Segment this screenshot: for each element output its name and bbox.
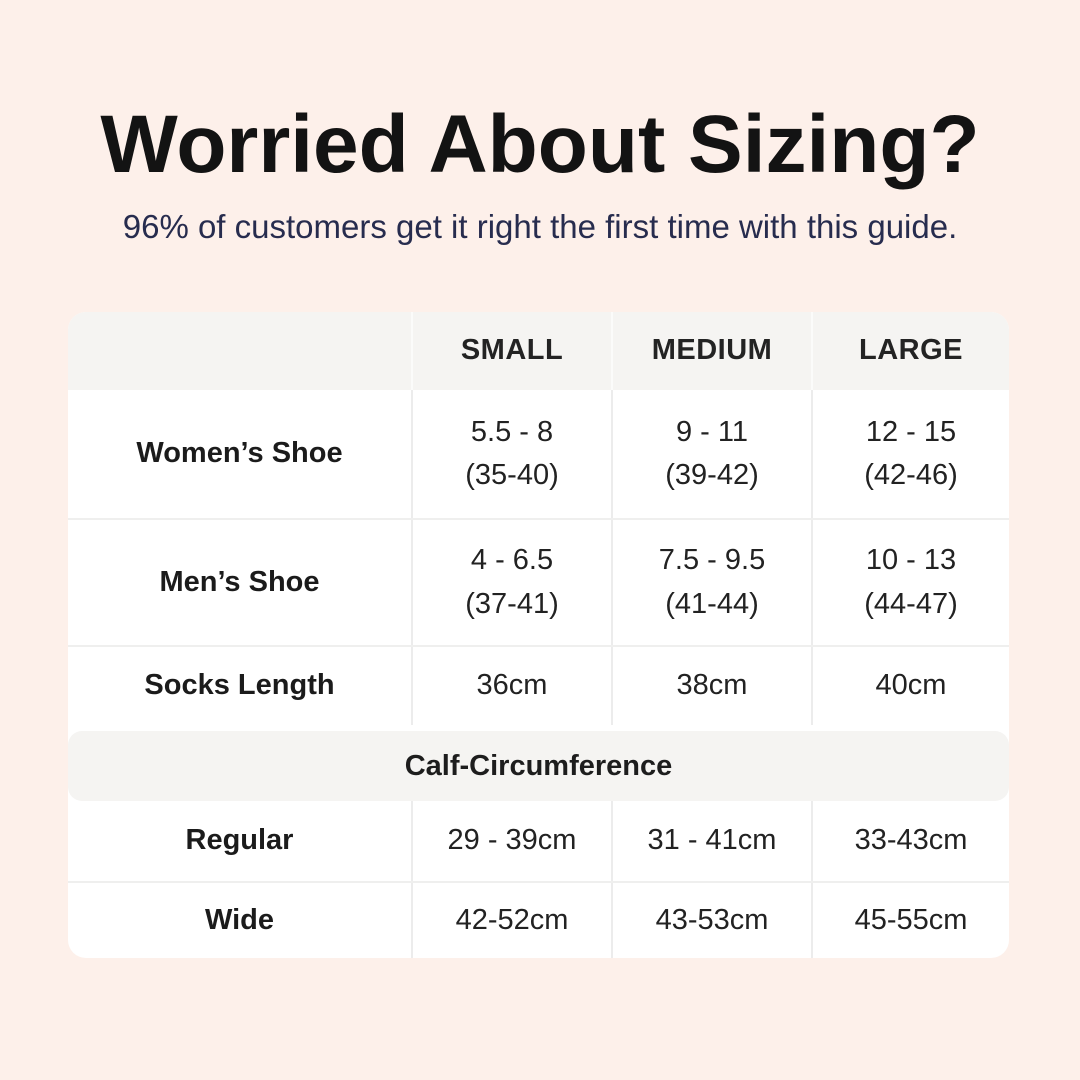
table-row-socks-length: Socks Length 36cm 38cm 40cm — [68, 645, 1009, 725]
row-label: Women’s Shoe — [136, 437, 343, 470]
table-row-mens-shoe: Men’s Shoe 4 - 6.5 (37-41) 7.5 - 9.5 (41… — [68, 518, 1009, 645]
cell-value-line2: (41-44) — [665, 587, 759, 620]
cell-value-line1: 9 - 11 — [675, 415, 748, 448]
cell-value-line1: 12 - 15 — [865, 415, 957, 448]
cell-regular-medium: 31 - 41cm — [611, 801, 811, 881]
header-cell-small: SMALL — [411, 312, 611, 390]
page-subtitle: 96% of customers get it right the first … — [122, 208, 958, 245]
table-row-regular: Regular 29 - 39cm 31 - 41cm 33-43cm — [68, 801, 1009, 881]
cell-socks-medium: 38cm — [611, 647, 811, 725]
cell-value-line2: (42-46) — [864, 459, 958, 491]
cell-regular-large: 33-43cm — [811, 801, 1009, 881]
cell-womens-large: 12 - 15 (42-46) — [811, 390, 1009, 518]
cell-womens-medium: 9 - 11 (39-42) — [611, 390, 811, 518]
cell-mens-large: 10 - 13 (44-47) — [811, 520, 1009, 645]
cell-wide-small: 42-52cm — [411, 883, 611, 958]
table-header-row: SMALL MEDIUM LARGE — [68, 312, 1009, 390]
cell-value-line2: (37-41) — [465, 587, 559, 620]
header-cell-medium: MEDIUM — [611, 312, 811, 390]
cell-value-line1: 4 - 6.5 — [470, 544, 554, 576]
cell-regular-small: 29 - 39cm — [411, 801, 611, 881]
cell-mens-medium: 7.5 - 9.5 (41-44) — [611, 520, 811, 645]
cell-value-line2: (39-42) — [665, 459, 759, 491]
cell-mens-small: 4 - 6.5 (37-41) — [411, 520, 611, 645]
table-row-wide: Wide 42-52cm 43-53cm 45-55cm — [68, 881, 1009, 958]
cell-wide-medium: 43-53cm — [611, 883, 811, 958]
section-header-calf-circumference: Calf-Circumference — [68, 731, 1009, 801]
cell-value-line1: 10 - 13 — [865, 544, 957, 576]
cell-womens-small: 5.5 - 8 (35-40) — [411, 390, 611, 518]
row-label: Socks Length — [144, 669, 335, 702]
row-label: Regular — [185, 824, 294, 857]
cell-value-line2: (35-40) — [465, 459, 559, 491]
cell-value-line1: 7.5 - 9.5 — [658, 544, 766, 576]
row-label: Wide — [204, 903, 275, 936]
row-label: Men’s Shoe — [159, 565, 320, 598]
cell-value-line2: (44-47) — [864, 587, 958, 620]
cell-value-line1: 5.5 - 8 — [470, 415, 554, 448]
cell-wide-large: 45-55cm — [811, 883, 1009, 958]
page-title: Worried About Sizing? — [100, 99, 980, 190]
cell-socks-small: 36cm — [411, 647, 611, 725]
size-chart-table: SMALL MEDIUM LARGE Women’s Shoe 5.5 - 8 … — [68, 312, 1009, 958]
header-cell-empty — [68, 312, 411, 390]
cell-socks-large: 40cm — [811, 647, 1009, 725]
header-cell-large: LARGE — [811, 312, 1009, 390]
table-row-womens-shoe: Women’s Shoe 5.5 - 8 (35-40) 9 - 11 (39-… — [68, 390, 1009, 518]
